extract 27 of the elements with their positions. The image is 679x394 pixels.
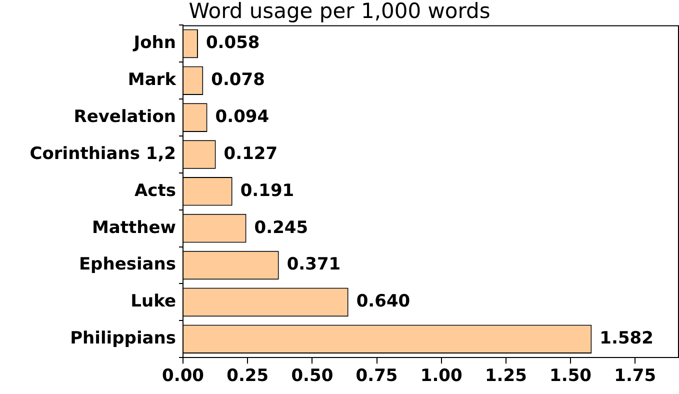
y-tick-label: Ephesians (78, 254, 176, 275)
data-label: 0.371 (286, 254, 341, 275)
x-tick-label: 0.25 (226, 366, 269, 386)
y-tick-label: Philippians (70, 328, 176, 349)
data-label: 0.058 (206, 33, 260, 54)
data-label: 0.127 (224, 144, 278, 164)
chart-title: Word usage per 1,000 words (188, 0, 490, 24)
data-label: 0.640 (356, 292, 410, 312)
y-tick-label: Mark (128, 70, 177, 90)
data-label: 0.078 (211, 70, 265, 90)
y-tick-label: Acts (134, 180, 176, 201)
y-tick-label: Revelation (74, 106, 176, 127)
x-tick-label: 1.25 (484, 366, 527, 386)
x-tick-label: 1.75 (614, 366, 656, 386)
x-tick-label: 0.50 (291, 366, 334, 386)
y-tick-label: John (132, 33, 176, 54)
data-label: 1.582 (600, 328, 654, 349)
data-label: 0.245 (254, 218, 308, 238)
y-tick-label: Luke (130, 292, 176, 312)
y-tick-label: Matthew (92, 218, 176, 238)
x-tick-label: 1.00 (420, 366, 462, 386)
x-tick-label: 0.00 (162, 366, 204, 386)
y-tick-label: Corinthians 1,2 (30, 144, 176, 164)
data-label: 0.191 (240, 180, 294, 201)
data-label: 0.094 (215, 106, 270, 127)
x-tick-label: 1.50 (550, 366, 592, 386)
x-tick-label: 0.75 (356, 366, 398, 386)
